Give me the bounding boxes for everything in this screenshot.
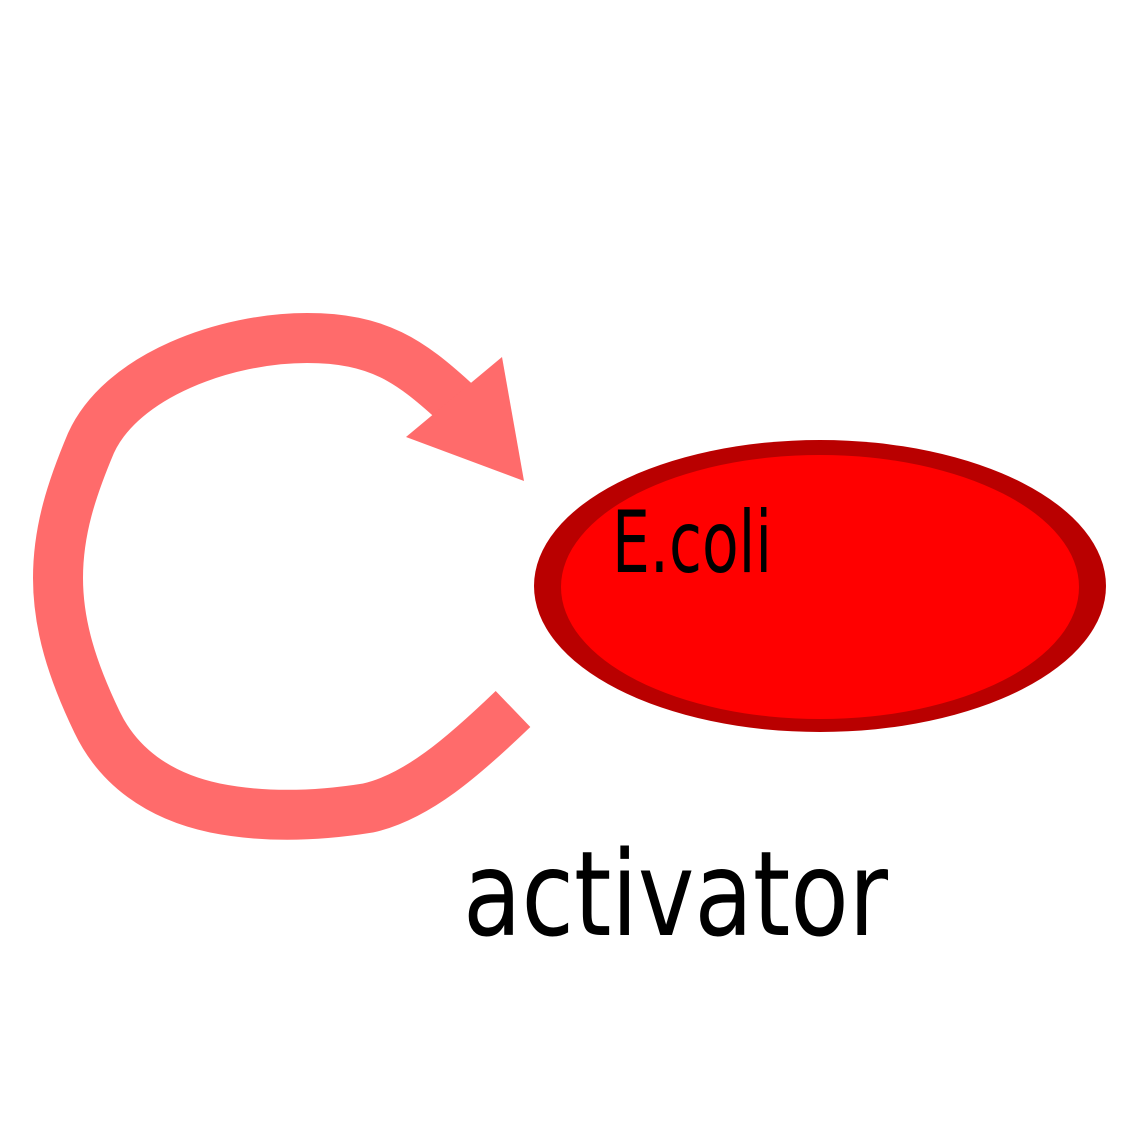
ecoli-cell: E.coli xyxy=(534,440,1106,732)
loop-arrowhead xyxy=(406,357,524,481)
cell-body xyxy=(561,455,1079,719)
cell-label: E.coli xyxy=(612,493,772,593)
feedback-loop-arrow xyxy=(33,313,531,840)
loop-arrow-body xyxy=(33,313,531,840)
caption-text: activator xyxy=(463,825,888,963)
